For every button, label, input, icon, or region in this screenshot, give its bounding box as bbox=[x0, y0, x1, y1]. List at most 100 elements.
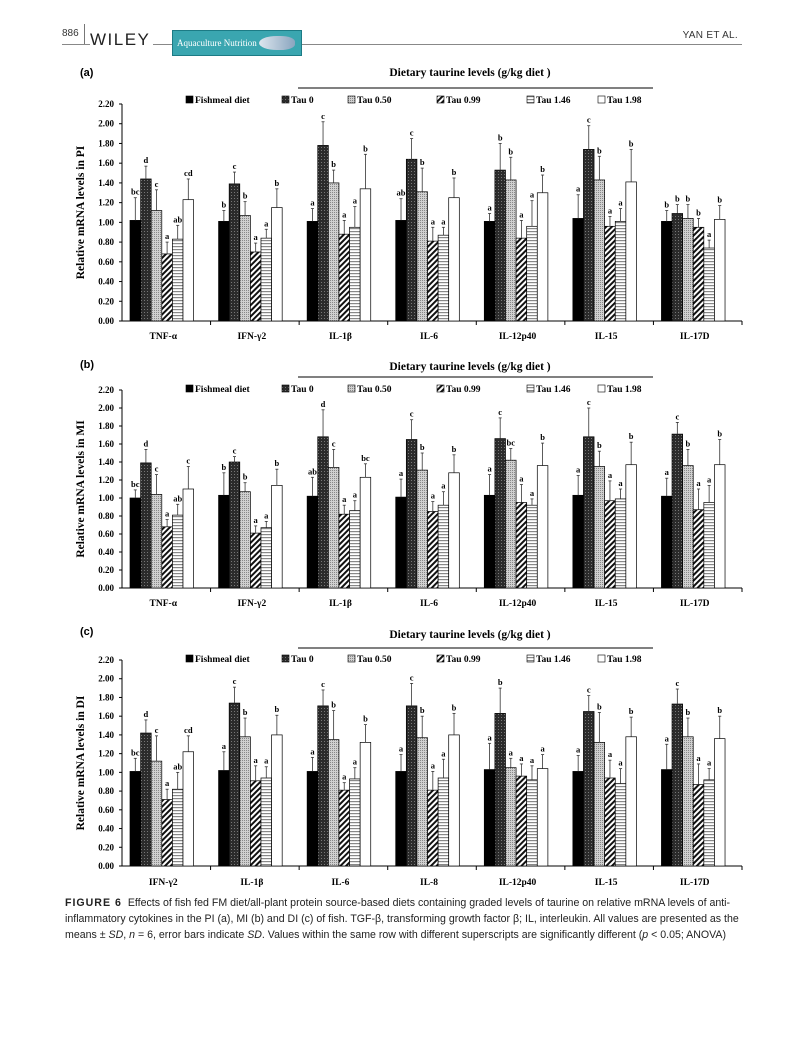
bar-tau-0 bbox=[405, 439, 418, 589]
bar-tau-146 bbox=[526, 225, 538, 322]
significance-letter: b bbox=[243, 191, 248, 201]
bar-fishmeal bbox=[483, 494, 496, 589]
bar-tau-099 bbox=[427, 511, 439, 589]
category-label: IL-8 bbox=[420, 878, 438, 888]
legend-swatch-fishmeal bbox=[185, 384, 194, 393]
significance-letter: c bbox=[155, 179, 159, 189]
journal-name: Aquaculture Nutrition bbox=[177, 38, 257, 48]
y-tick-label: 1.40 bbox=[98, 457, 114, 467]
bar-tau-099 bbox=[604, 225, 616, 322]
y-tick-label: 1.00 bbox=[98, 493, 114, 503]
bar-tau-198 bbox=[271, 207, 283, 322]
significance-letter: d bbox=[144, 709, 149, 719]
y-tick-label: 2.20 bbox=[98, 99, 114, 109]
legend-swatch-fishmeal bbox=[185, 95, 194, 104]
bar-tau-198 bbox=[625, 181, 637, 322]
significance-letter: c bbox=[233, 161, 237, 171]
caption-text: Effects of fish fed FM diet/all-plant pr… bbox=[65, 897, 739, 941]
bar-tau-0 bbox=[583, 711, 595, 867]
significance-letter: a bbox=[254, 755, 259, 765]
category-label: IL-12p40 bbox=[499, 332, 537, 342]
significance-letter: a bbox=[310, 746, 315, 756]
bar-tau-050 bbox=[682, 736, 694, 867]
legend-label-tau-0: Tau 0 bbox=[291, 385, 314, 395]
legend-label-tau-0: Tau 0 bbox=[291, 655, 314, 665]
header-separator bbox=[84, 24, 85, 44]
bar-tau-0 bbox=[317, 436, 329, 589]
significance-letter: a bbox=[399, 468, 404, 478]
significance-letter: a bbox=[540, 744, 545, 754]
significance-letter: b bbox=[498, 677, 503, 687]
significance-letter: bc bbox=[131, 479, 140, 489]
category-label: IL-12p40 bbox=[499, 599, 537, 609]
bar-tau-146 bbox=[437, 234, 450, 322]
y-tick-label: 0.60 bbox=[98, 805, 114, 815]
bar-tau-146 bbox=[172, 238, 184, 322]
significance-letter: a bbox=[342, 494, 347, 504]
significance-letter: a bbox=[342, 772, 347, 782]
significance-letter: bc bbox=[507, 438, 516, 448]
y-tick-label: 0.40 bbox=[98, 277, 114, 287]
bar-tau-050 bbox=[239, 491, 251, 589]
legend-swatch-tau-050 bbox=[347, 654, 356, 663]
significance-letter: b bbox=[629, 431, 634, 441]
bar-tau-146 bbox=[614, 498, 627, 589]
bar-tau-099 bbox=[161, 253, 173, 322]
y-tick-label: 2.20 bbox=[98, 385, 114, 395]
bar-tau-198 bbox=[448, 734, 460, 867]
bar-tau-050 bbox=[327, 182, 340, 322]
legend-label-tau-198: Tau 1.98 bbox=[607, 655, 642, 665]
legend-swatch-tau-0 bbox=[281, 95, 290, 104]
bar-tau-050 bbox=[593, 742, 606, 867]
y-tick-label: 2.00 bbox=[98, 403, 114, 413]
bar-tau-198 bbox=[271, 734, 283, 867]
significance-letter: b bbox=[540, 432, 545, 442]
significance-letter: a bbox=[618, 198, 623, 208]
y-tick-label: 1.80 bbox=[98, 138, 114, 148]
significance-letter: c bbox=[675, 411, 679, 421]
significance-letter: d bbox=[321, 399, 326, 409]
bar-tau-198 bbox=[271, 485, 283, 589]
header-rule bbox=[62, 44, 742, 45]
significance-letter: c bbox=[233, 676, 237, 686]
publisher-logo: WILEY bbox=[90, 30, 154, 50]
bar-tau-146 bbox=[526, 779, 538, 867]
bar-tau-198 bbox=[359, 476, 372, 589]
y-tick-label: 1.40 bbox=[98, 178, 114, 188]
legend-label-tau-050: Tau 0.50 bbox=[357, 96, 392, 106]
bar-tau-050 bbox=[416, 737, 428, 867]
fish-icon bbox=[259, 36, 295, 50]
significance-letter: b bbox=[597, 440, 602, 450]
bar-tau-146 bbox=[703, 247, 715, 322]
bar-fishmeal bbox=[306, 495, 319, 589]
legend-label-fishmeal: Fishmeal diet bbox=[195, 385, 250, 395]
significance-letter: c bbox=[675, 678, 679, 688]
legend-label-tau-050: Tau 0.50 bbox=[357, 655, 392, 665]
bar-tau-146 bbox=[437, 777, 450, 867]
caption-text: < 0.05; ANOVA) bbox=[648, 929, 727, 941]
significance-letter: ab bbox=[308, 466, 317, 476]
significance-letter: c bbox=[410, 128, 414, 138]
bar-tau-198 bbox=[714, 738, 726, 867]
y-tick-label: 0.20 bbox=[98, 565, 114, 575]
significance-letter: c bbox=[233, 446, 237, 456]
legend-swatch-tau-099 bbox=[436, 95, 445, 104]
bar-tau-198 bbox=[714, 464, 726, 589]
bar-tau-0 bbox=[228, 461, 241, 589]
significance-letter: b bbox=[420, 442, 425, 452]
significance-letter: a bbox=[519, 474, 524, 484]
figure-caption: FIGURE 6 Effects of fish fed FM diet/all-… bbox=[65, 895, 740, 943]
significance-letter: b bbox=[331, 700, 336, 710]
y-tick-label: 2.00 bbox=[98, 119, 114, 129]
caption-text: = 6, error bars indicate bbox=[135, 929, 248, 941]
significance-letter: c bbox=[321, 111, 325, 121]
significance-letter: a bbox=[519, 209, 524, 219]
legend-label-tau-198: Tau 1.98 bbox=[607, 96, 642, 106]
bar-fishmeal bbox=[395, 771, 407, 867]
y-tick-label: 0.00 bbox=[98, 861, 114, 871]
y-tick-label: 2.00 bbox=[98, 674, 114, 684]
bar-tau-146 bbox=[260, 237, 272, 322]
y-tick-label: 0.40 bbox=[98, 824, 114, 834]
bar-fishmeal bbox=[218, 221, 230, 322]
significance-letter: c bbox=[587, 685, 591, 695]
